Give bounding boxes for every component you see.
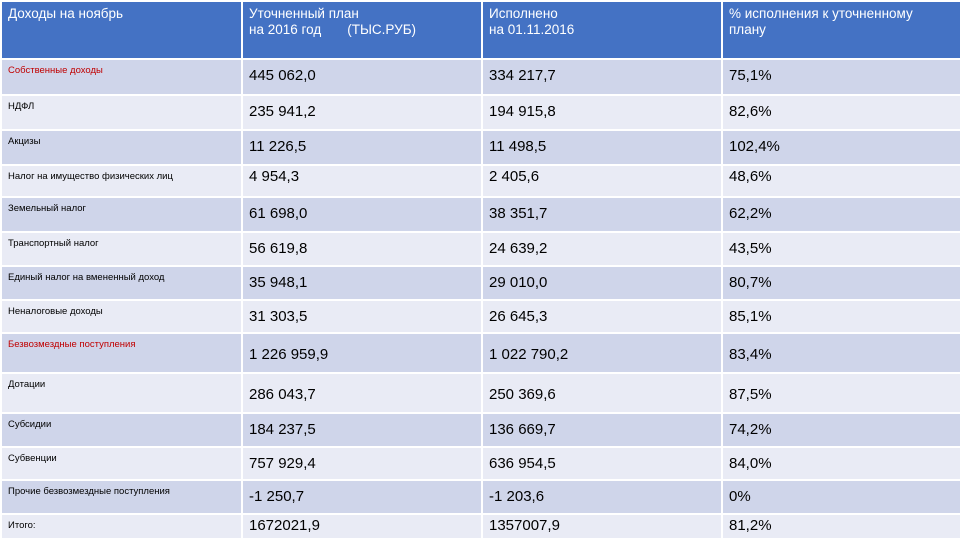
- row-label: Прочие безвозмездные поступления: [0, 478, 243, 515]
- header-row: Доходы на ноябрь Уточненный план на 2016…: [0, 0, 960, 60]
- row-percent: 87,5%: [721, 372, 960, 415]
- header-plan-unit: (ТЫС.РУБ): [347, 22, 417, 37]
- row-executed: 29 010,0: [481, 264, 723, 301]
- row-label: Субвенции: [0, 445, 243, 481]
- row-label: Безвозмездные поступления: [0, 332, 243, 375]
- header-executed-line1: Исполнено: [489, 6, 558, 21]
- table-row: Неналоговые доходы 31 303,5 26 645,3 85,…: [0, 298, 960, 335]
- row-percent: 80,7%: [721, 264, 960, 301]
- header-percent-line2: плану: [729, 22, 766, 37]
- header-executed-line2: на 01.11.2016: [489, 22, 575, 37]
- row-executed: 334 217,7: [481, 57, 723, 97]
- row-percent: 43,5%: [721, 230, 960, 267]
- table-row: Субвенции 757 929,4 636 954,5 84,0%: [0, 445, 960, 481]
- row-executed: 636 954,5: [481, 445, 723, 481]
- row-plan: 56 619,8: [241, 230, 483, 267]
- row-plan: 35 948,1: [241, 264, 483, 301]
- row-percent: 81,2%: [721, 512, 960, 540]
- row-percent: 48,6%: [721, 164, 960, 198]
- table-row: Безвозмездные поступления 1 226 959,9 1 …: [0, 332, 960, 375]
- row-percent: 85,1%: [721, 298, 960, 335]
- row-executed: 194 915,8: [481, 94, 723, 132]
- row-label: НДФЛ: [0, 94, 243, 132]
- table-row: Дотации 286 043,7 250 369,6 87,5%: [0, 372, 960, 415]
- table-row: Налог на имущество физических лиц 4 954,…: [0, 164, 960, 198]
- header-percent-line1: % исполнения к уточненному: [729, 6, 913, 21]
- row-plan: 184 237,5: [241, 412, 483, 448]
- row-percent: 74,2%: [721, 412, 960, 448]
- row-executed: 24 639,2: [481, 230, 723, 267]
- row-plan: 1 226 959,9: [241, 332, 483, 375]
- table-row: Единый налог на вмененный доход 35 948,1…: [0, 264, 960, 301]
- header-percent: % исполнения к уточненному плану: [721, 0, 960, 60]
- header-plan-line2: на 2016 год: [249, 22, 322, 37]
- row-label: Транспортный налог: [0, 230, 243, 267]
- table-row: Земельный налог 61 698,0 38 351,7 62,2%: [0, 195, 960, 233]
- row-label: Неналоговые доходы: [0, 298, 243, 335]
- row-label: Земельный налог: [0, 195, 243, 233]
- row-plan: 286 043,7: [241, 372, 483, 415]
- header-income-type: Доходы на ноябрь: [0, 0, 243, 60]
- row-executed: 38 351,7: [481, 195, 723, 233]
- row-label: Собственные доходы: [0, 57, 243, 97]
- table-row: НДФЛ 235 941,2 194 915,8 82,6%: [0, 94, 960, 132]
- row-label: Налог на имущество физических лиц: [0, 164, 243, 198]
- row-plan: 4 954,3: [241, 164, 483, 198]
- row-percent: 62,2%: [721, 195, 960, 233]
- row-executed: 1 022 790,2: [481, 332, 723, 375]
- row-plan: 1672021,9: [241, 512, 483, 540]
- table-row: Собственные доходы 445 062,0 334 217,7 7…: [0, 57, 960, 97]
- row-plan: 235 941,2: [241, 94, 483, 132]
- table-row-total: Итого: 1672021,9 1357007,9 81,2%: [0, 512, 960, 540]
- row-percent: 82,6%: [721, 94, 960, 132]
- row-percent: 83,4%: [721, 332, 960, 375]
- table-row: Прочие безвозмездные поступления -1 250,…: [0, 478, 960, 515]
- row-executed: 136 669,7: [481, 412, 723, 448]
- row-plan: 445 062,0: [241, 57, 483, 97]
- row-label: Единый налог на вмененный доход: [0, 264, 243, 301]
- row-percent: 102,4%: [721, 129, 960, 167]
- row-executed: 250 369,6: [481, 372, 723, 415]
- table-row: Транспортный налог 56 619,8 24 639,2 43,…: [0, 230, 960, 267]
- row-plan: 61 698,0: [241, 195, 483, 233]
- row-plan: 11 226,5: [241, 129, 483, 167]
- row-plan: -1 250,7: [241, 478, 483, 515]
- row-label: Акцизы: [0, 129, 243, 167]
- row-executed: -1 203,6: [481, 478, 723, 515]
- header-plan-line1: Уточненный план: [249, 6, 359, 21]
- row-label: Итого:: [0, 512, 243, 540]
- row-percent: 75,1%: [721, 57, 960, 97]
- row-percent: 84,0%: [721, 445, 960, 481]
- row-label: Субсидии: [0, 412, 243, 448]
- header-plan: Уточненный план на 2016 год (ТЫС.РУБ): [241, 0, 483, 60]
- row-executed: 11 498,5: [481, 129, 723, 167]
- row-plan: 31 303,5: [241, 298, 483, 335]
- table-row: Субсидии 184 237,5 136 669,7 74,2%: [0, 412, 960, 448]
- header-income-type-label: Доходы на ноябрь: [8, 6, 124, 21]
- table-row: Акцизы 11 226,5 11 498,5 102,4%: [0, 129, 960, 167]
- header-executed: Исполнено на 01.11.2016: [481, 0, 723, 60]
- row-percent: 0%: [721, 478, 960, 515]
- row-executed: 1357007,9: [481, 512, 723, 540]
- row-executed: 2 405,6: [481, 164, 723, 198]
- row-label: Дотации: [0, 372, 243, 415]
- row-executed: 26 645,3: [481, 298, 723, 335]
- row-plan: 757 929,4: [241, 445, 483, 481]
